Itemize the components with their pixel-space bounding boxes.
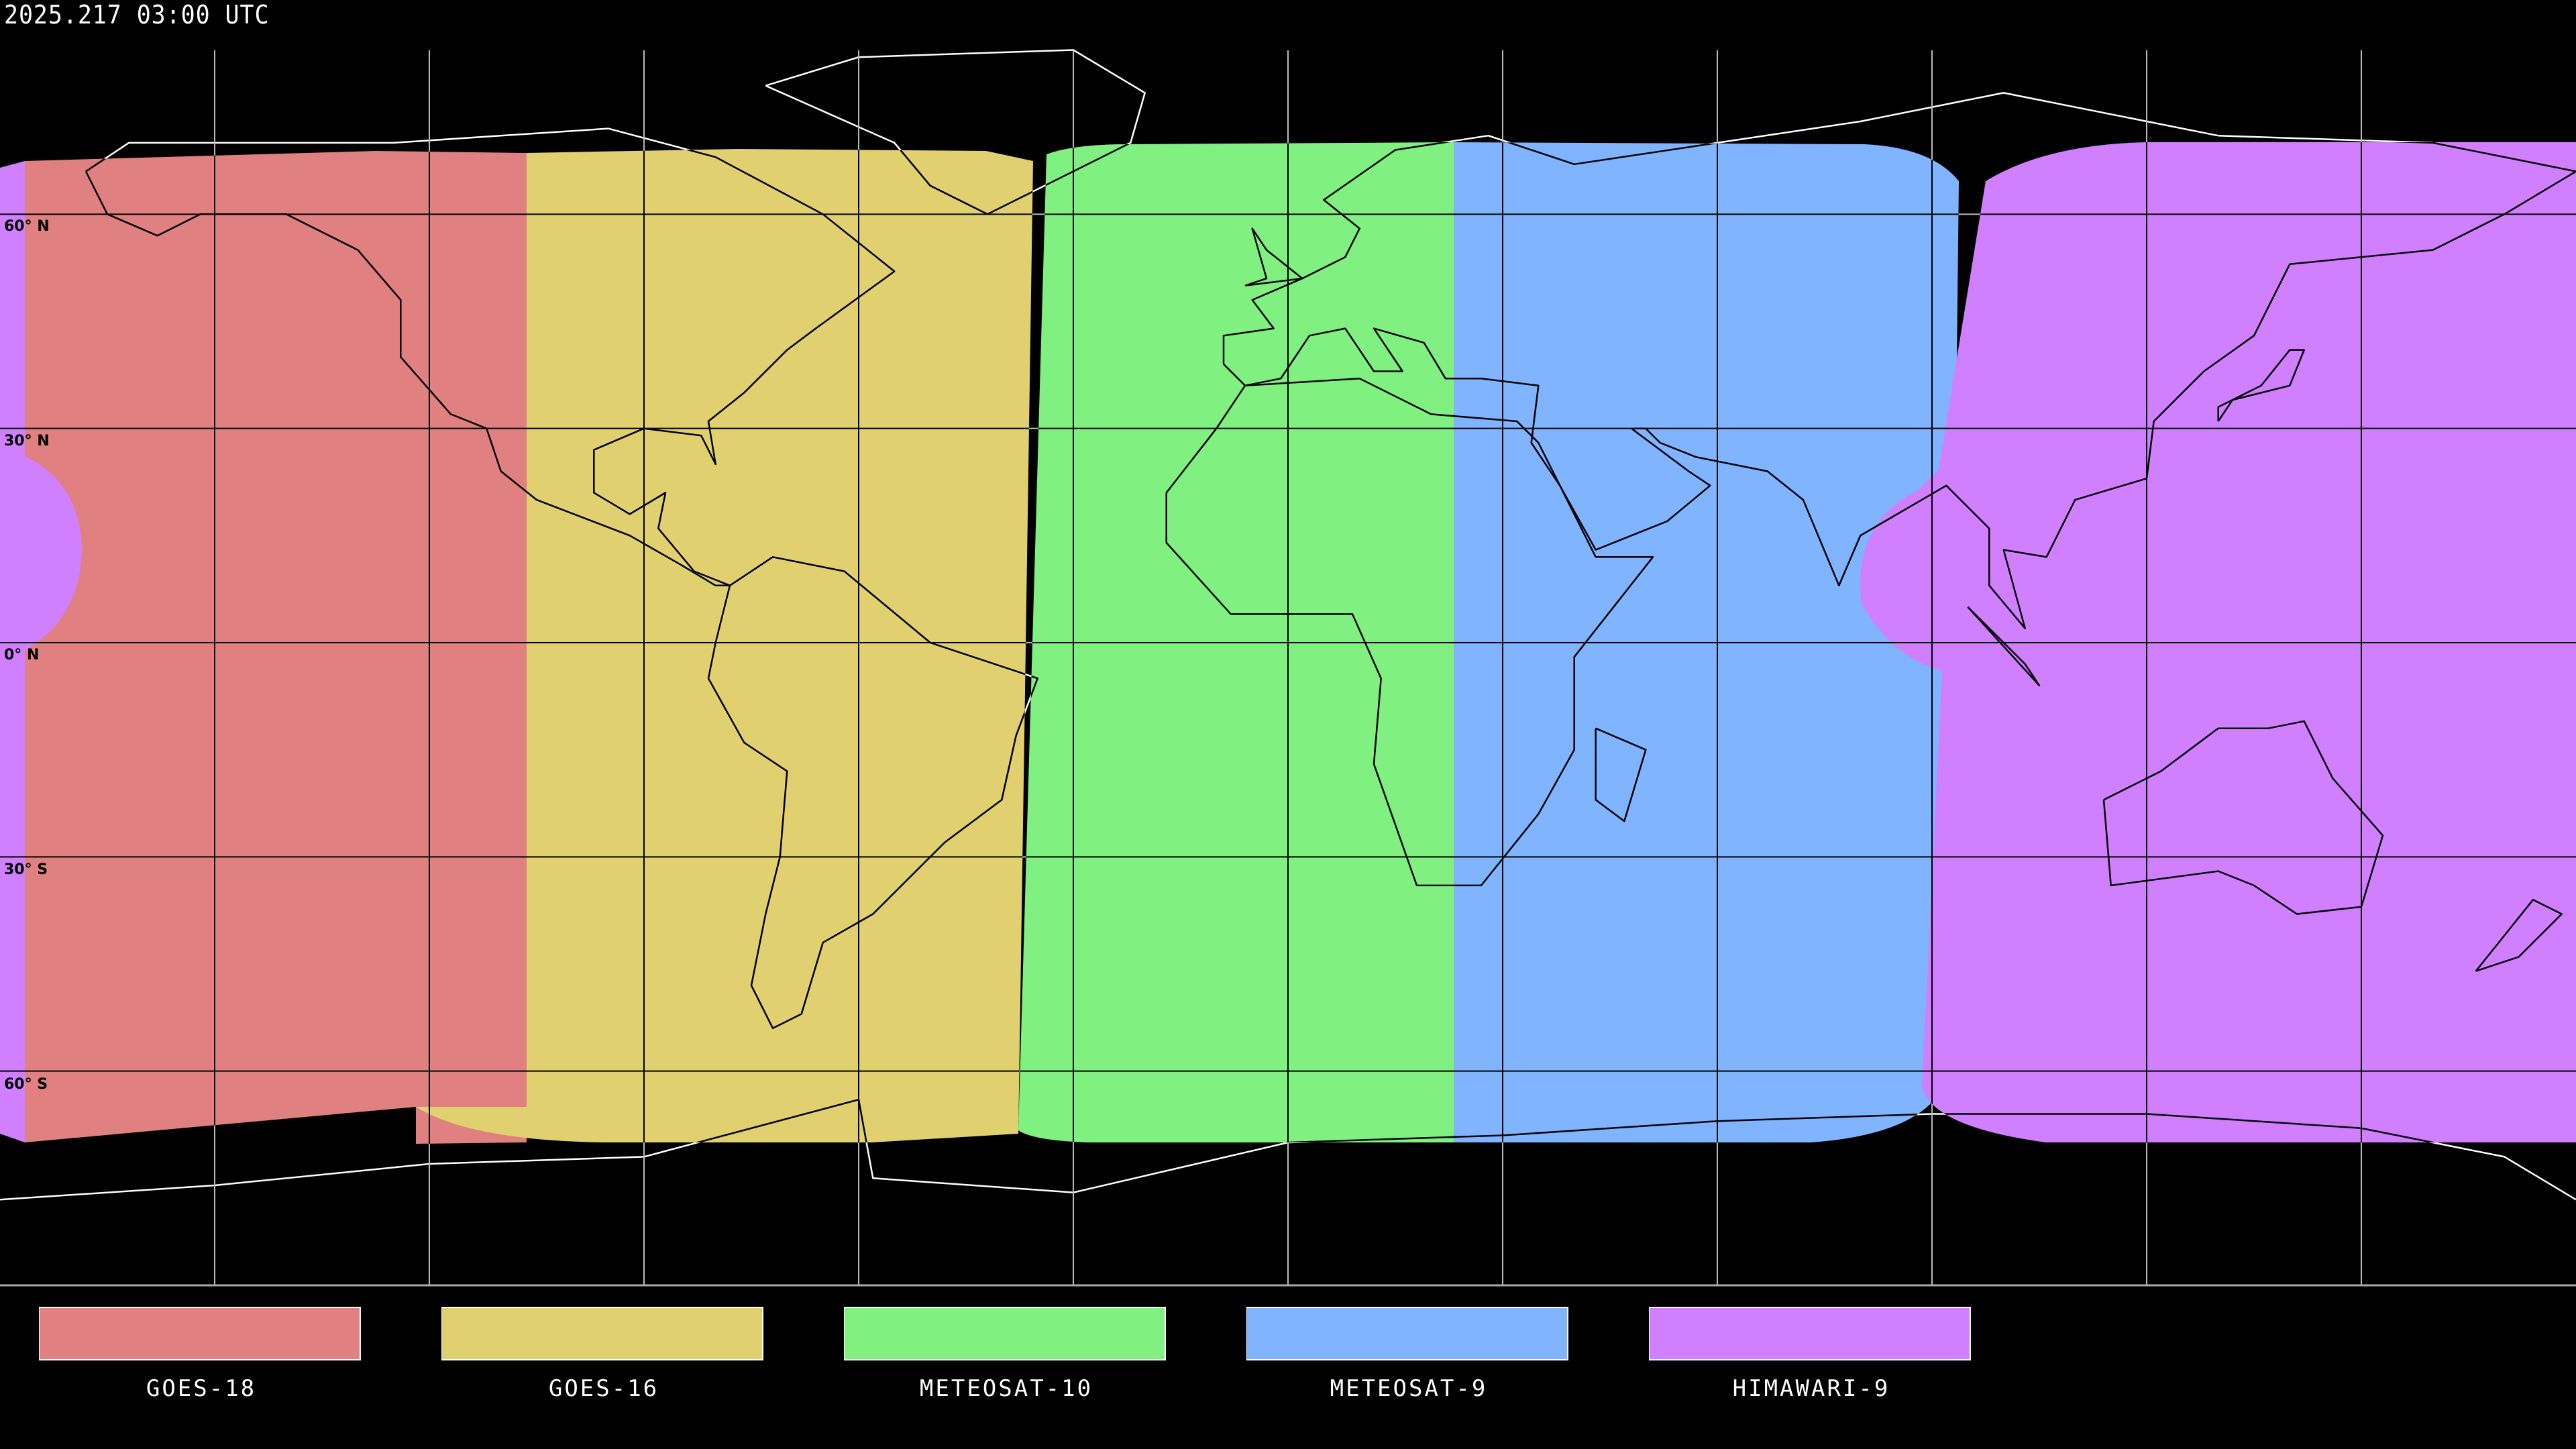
legend-item-goes-18: GOES-18 — [39, 1307, 364, 1402]
lat-label-30s: 30° S — [4, 861, 48, 878]
coastline — [1244, 227, 1303, 287]
coastline — [2475, 898, 2563, 972]
coverage-map — [0, 0, 2576, 1287]
coastline — [2102, 720, 2384, 915]
legend-label: GOES-16 — [548, 1375, 659, 1402]
coastline — [1595, 727, 1647, 822]
lat-label-60n: 60° N — [4, 218, 50, 235]
legend-swatch — [441, 1307, 763, 1360]
coverage-himawari-9 — [0, 161, 82, 1142]
coverage-goes-18 — [25, 151, 527, 1144]
legend-swatch — [844, 1307, 1166, 1360]
legend-item-meteosat-9: METEOSAT-9 — [1246, 1307, 1571, 1402]
coverage-goes-16 — [416, 149, 1033, 1142]
coastline — [1222, 142, 2576, 629]
legend-label: METEOSAT-10 — [919, 1375, 1093, 1402]
legend-swatch — [1649, 1307, 1971, 1360]
legend-label: HIMAWARI-9 — [1732, 1375, 1890, 1402]
lat-label-0n: 0° N — [4, 647, 40, 663]
coastline — [2217, 349, 2305, 422]
legend-swatch — [39, 1307, 361, 1360]
coastline — [1967, 606, 2041, 687]
timestamp-title: 2025.217 03:00 UTC — [4, 0, 270, 30]
coastline — [707, 556, 1038, 1030]
graticule-inside — [0, 0, 2576, 1285]
legend-item-meteosat-10: METEOSAT-10 — [844, 1307, 1169, 1402]
legend: GOES-18 GOES-16 METEOSAT-10 METEOSAT-9 H… — [0, 1307, 2576, 1441]
legend-label: GOES-18 — [146, 1375, 257, 1402]
legend-swatch — [1246, 1307, 1568, 1360]
legend-label: METEOSAT-9 — [1330, 1375, 1488, 1402]
legend-item-himawari-9: HIMAWARI-9 — [1649, 1307, 1974, 1402]
lat-label-30n: 30° N — [4, 433, 50, 449]
lat-label-60s: 60° S — [4, 1076, 48, 1093]
coastline — [1165, 377, 1654, 887]
legend-item-goes-16: GOES-16 — [441, 1307, 766, 1402]
